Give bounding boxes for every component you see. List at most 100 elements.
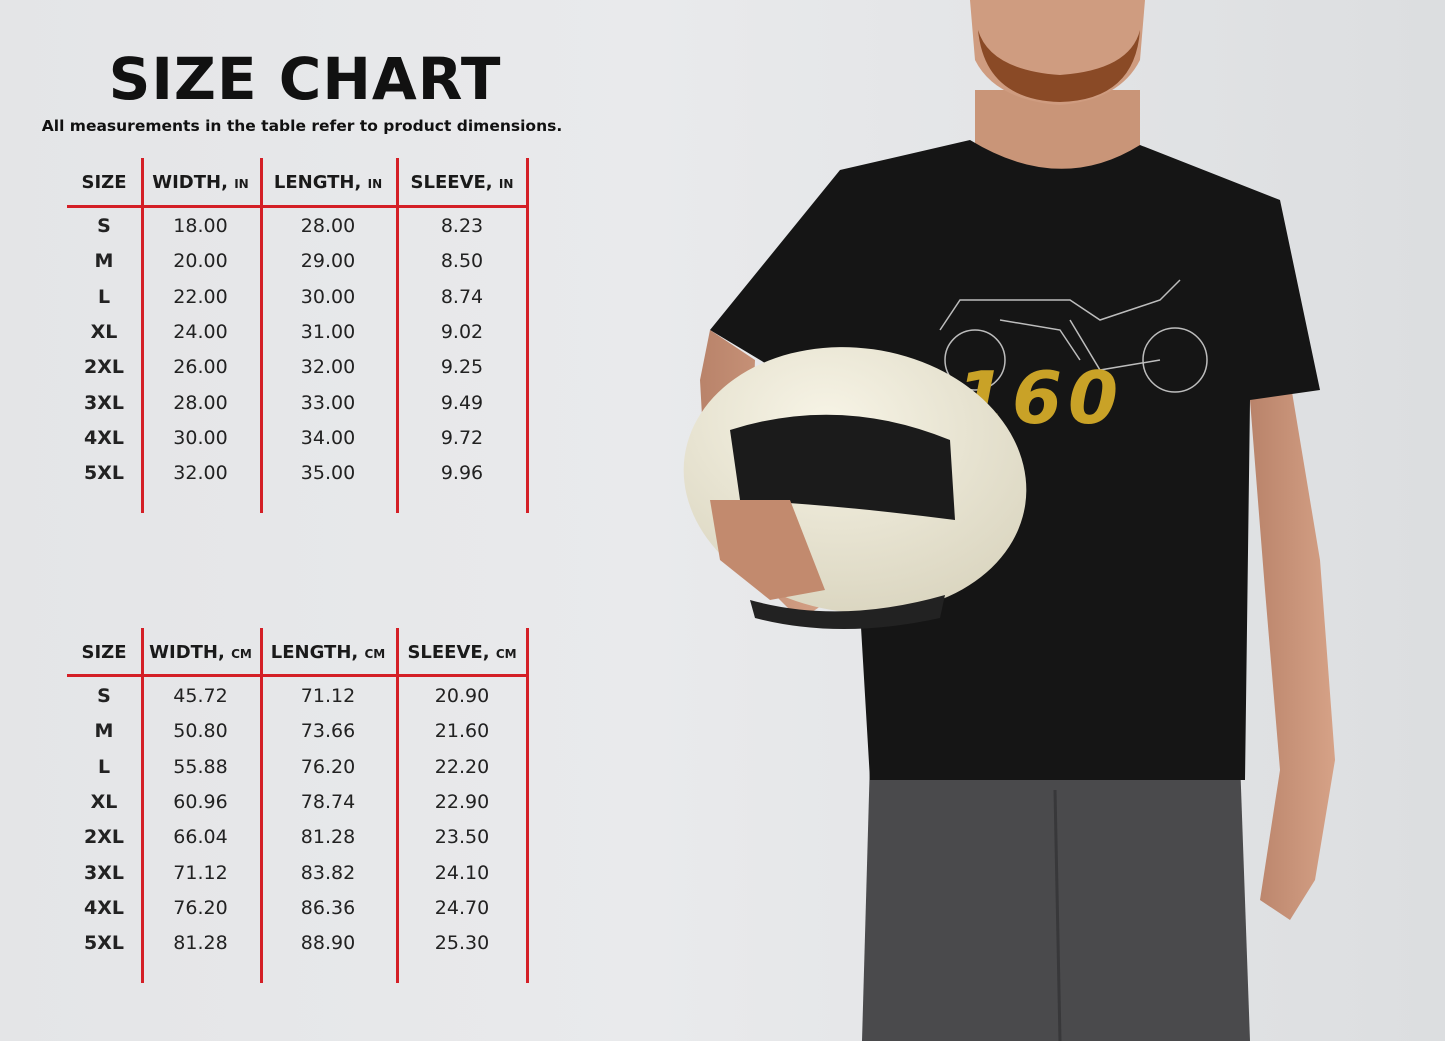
measurement-value: 50.80 [173,720,228,743]
measurement-value: 86.36 [300,896,356,919]
column-divider [526,158,529,513]
column-header: SLEEVE, IN [396,172,528,193]
column-header: WIDTH, IN [141,172,260,193]
measurement-value: 33.00 [300,391,356,414]
measurement-value: 71.12 [300,685,356,707]
size-label: M [94,250,114,273]
header-unit: CM [364,647,386,661]
size-label: 2XL [84,356,124,379]
measurement-value: 30.00 [173,426,228,449]
measurement-value: 81.28 [300,826,356,849]
measurement-value: 30.00 [300,285,356,308]
column-header: LENGTH, IN [260,172,396,193]
measurement-value: 55.88 [173,755,228,778]
measurement-value: 78.74 [300,790,356,813]
measurement-value: 60.96 [173,790,228,813]
header-label: SLEEVE, [407,642,490,663]
column-divider [141,158,144,513]
header-label: LENGTH, [270,642,359,663]
size-label: S [97,685,111,707]
measurement-value: 73.66 [300,720,356,743]
column-divider [396,628,399,983]
header-unit: IN [234,177,249,191]
measurement-value: 9.96 [440,462,484,485]
measurement-value: 76.20 [173,896,228,919]
size-label: L [97,285,111,308]
measurement-value: 45.72 [173,685,228,707]
size-label: 3XL [84,861,124,884]
measurement-value: 24.70 [434,896,490,919]
hand [710,500,825,600]
measurement-value: 9.49 [440,391,484,414]
size-label: 5XL [84,932,124,955]
measurement-value: 8.74 [440,285,484,308]
header-label: WIDTH, [152,172,228,193]
measurement-value: 81.28 [173,932,228,955]
measurement-value: 23.50 [434,826,490,849]
measurement-value: 18.00 [173,215,228,237]
measurement-value: 25.30 [434,932,490,955]
header-label: SLEEVE, [410,172,493,193]
measurement-value: 32.00 [173,462,228,485]
column-divider [260,158,263,513]
measurement-value: 22.20 [434,755,490,778]
measurement-value: 22.90 [434,790,490,813]
measurement-value: 26.00 [173,356,228,379]
measurement-value: 66.04 [173,826,228,849]
measurement-value: 83.82 [300,861,356,884]
header-label: SIZE [81,172,127,193]
header-unit: CM [495,647,517,661]
model-photo: 160 [683,0,1335,1041]
measurement-value: 20.90 [434,685,490,707]
measurement-value: 21.60 [434,720,490,743]
header-unit: IN [367,177,383,191]
size-label: M [94,720,114,743]
column-divider [141,628,144,983]
measurement-value: 76.20 [300,755,356,778]
header-label: SIZE [81,642,127,663]
size-table-centimeters: SIZE WIDTH, CM LENGTH, CM SLEEVE, CM S 45.72 7… [67,628,529,983]
page-subtitle: All measurements in the table refer to p… [41,117,563,135]
measurement-value: 31.00 [300,320,356,343]
column-header: LENGTH, CM [260,642,396,663]
measurement-value: 20.00 [173,250,228,273]
column-divider [526,628,529,983]
measurement-value: 9.02 [440,320,484,343]
column-header: WIDTH, CM [141,642,260,663]
size-table-inches: SIZE WIDTH, IN LENGTH, IN SLEEVE, IN S 18.00 2… [67,158,529,513]
column-header: SIZE [67,172,141,193]
measurement-value: 71.12 [173,861,228,884]
measurement-value: 88.90 [300,932,356,955]
measurement-value: 9.25 [440,356,484,379]
motorcycle-graphic [939,279,1208,393]
measurement-value: 34.00 [300,426,356,449]
measurement-value: 24.10 [434,861,490,884]
beard [978,30,1140,102]
size-label: 4XL [84,426,124,449]
measurement-value: 8.23 [440,215,484,237]
measurement-value: 8.50 [440,250,484,273]
measurement-value: 22.00 [173,285,228,308]
header-label: WIDTH, [149,642,225,663]
page-title: SIZE CHART [108,45,502,113]
size-label: 5XL [84,462,124,485]
measurement-value: 28.00 [173,391,228,414]
size-label: S [97,215,111,237]
column-divider [396,158,399,513]
measurement-value: 35.00 [300,462,356,485]
header-unit: IN [498,177,514,191]
column-header: SLEEVE, CM [396,642,528,663]
measurement-value: 28.00 [300,215,356,237]
size-label: XL [90,790,118,813]
measurement-value: 24.00 [173,320,228,343]
size-label: L [97,755,111,778]
size-label: 2XL [84,826,124,849]
right-arm [1250,380,1335,920]
size-label: XL [90,320,118,343]
measurement-value: 9.72 [440,426,484,449]
size-label: 3XL [84,391,124,414]
header-unit: CM [231,647,252,661]
measurement-value: 29.00 [300,250,356,273]
size-label: 4XL [84,896,124,919]
column-divider [260,628,263,983]
